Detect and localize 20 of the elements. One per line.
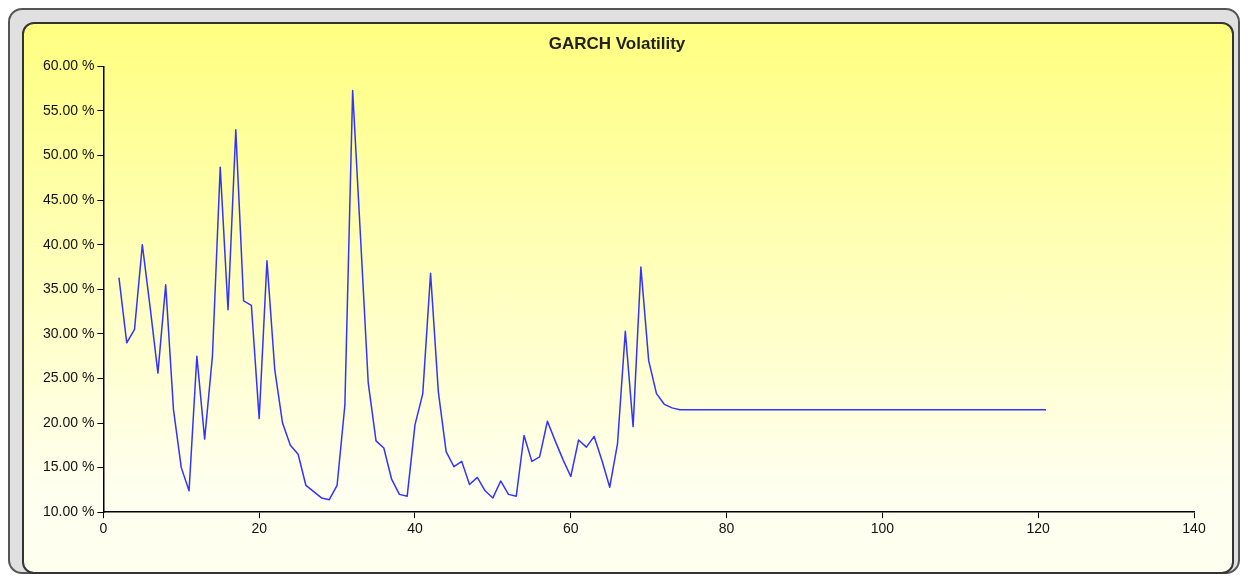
x-tick-label: 60	[562, 520, 579, 537]
x-tick-label: 140	[1182, 520, 1206, 537]
y-tick-label: 15.00 %	[43, 458, 95, 475]
y-tick-label: 25.00 %	[43, 369, 95, 386]
y-tick-label: 60.00 %	[43, 57, 95, 74]
x-tick-label: 100	[870, 520, 895, 537]
y-tick-label: 30.00 %	[43, 324, 95, 341]
x-tick-label: 80	[718, 520, 735, 537]
x-tick-label: 40	[407, 520, 423, 537]
y-tick-label: 40.00 %	[43, 235, 95, 252]
y-tick-label: 35.00 %	[43, 280, 95, 297]
y-tick-label: 45.00 %	[43, 191, 95, 207]
x-tick-label: 120	[1026, 520, 1051, 537]
y-tick-label: 50.00 %	[43, 146, 95, 163]
x-tick-label: 0	[99, 520, 108, 537]
y-tick-label: 10.00 %	[43, 503, 95, 520]
chart-title: GARCH Volatility	[548, 33, 686, 53]
y-tick-label: 55.00 %	[43, 101, 95, 118]
x-tick-label: 20	[251, 520, 268, 537]
y-tick-label: 20.00 %	[43, 413, 95, 430]
